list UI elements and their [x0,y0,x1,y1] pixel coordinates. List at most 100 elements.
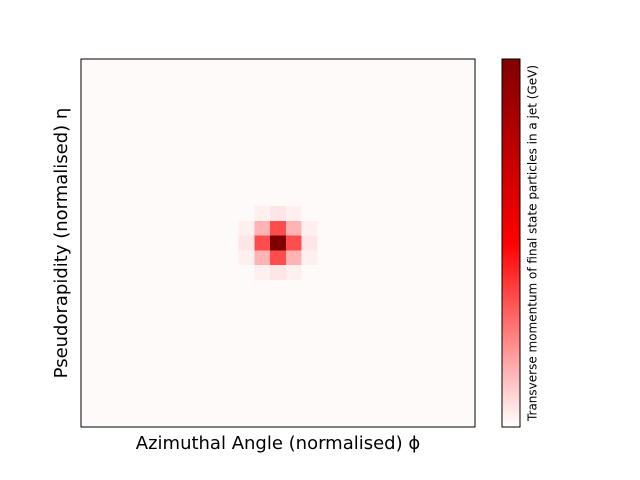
heatmap-cell [81,353,98,369]
heatmap-cell [411,265,429,281]
heatmap-cell [270,294,287,310]
heatmap-cell [144,250,161,266]
heatmap-cell [333,382,350,398]
heatmap-cell [364,397,381,413]
heatmap-cell [191,265,208,281]
heatmap-cell [159,59,176,75]
heatmap-cell [254,309,271,325]
heatmap-cell [380,176,397,192]
heatmap-cell [238,382,255,398]
heatmap-cell [207,235,224,251]
heatmap-cell [443,353,460,369]
heatmap-cell [427,59,444,75]
heatmap-cell [159,73,176,89]
heatmap-cell [285,265,302,281]
heatmap-cell [175,147,192,163]
heatmap-cell [81,206,98,222]
heatmap-cell [301,250,318,266]
heatmap-cell [207,206,224,222]
heatmap-cell [112,397,129,413]
heatmap-cell [333,279,350,295]
heatmap-cell [380,206,397,222]
heatmap-cell [222,73,239,89]
heatmap-cell [159,323,176,339]
heatmap-cell [270,191,287,207]
heatmap-cell [207,279,224,295]
heatmap-cell [364,250,381,266]
heatmap-cell [443,206,460,222]
heatmap-cell [301,235,318,251]
heatmap-cell [191,73,208,89]
heatmap-cell [364,309,381,325]
heatmap-cell [191,235,208,251]
heatmap-cell [254,265,271,281]
heatmap-cell [112,117,129,133]
heatmap-cell [81,235,98,251]
heatmap-cell [380,88,397,104]
heatmap-cell [191,323,208,339]
heatmap-cell [364,279,381,295]
heatmap-cell [270,309,287,325]
heatmap-cell [317,382,334,398]
heatmap-cell [427,206,444,222]
heatmap-cell [128,73,145,89]
heatmap-cell [380,353,397,369]
heatmap-cell [238,412,255,428]
heatmap-cell [238,117,255,133]
heatmap-cell [459,117,476,133]
heatmap-cell [348,88,365,104]
heatmap-cell [348,279,365,295]
heatmap-cell [159,132,176,148]
heatmap-cell [238,73,255,89]
heatmap-cell [333,412,350,428]
heatmap-cell [317,235,334,251]
heatmap-cell [112,250,129,266]
heatmap-cell [427,147,444,163]
heatmap-cell [159,265,176,281]
heatmap-cell [191,88,208,104]
heatmap-cell [191,103,208,119]
heatmap-cell [159,191,176,207]
heatmap-cell [222,88,239,104]
heatmap-cell [459,309,476,325]
heatmap-cell [317,220,334,236]
heatmap-cell [81,250,98,266]
heatmap-cell [364,117,381,133]
heatmap-cell [301,206,318,222]
heatmap-cell [364,368,381,384]
heatmap-cell [222,206,239,222]
heatmap-cell [285,147,302,163]
heatmap-cell [207,59,224,75]
heatmap-cell [191,309,208,325]
heatmap-cell [191,220,208,236]
heatmap-cell [459,323,476,339]
heatmap-cell [396,176,413,192]
heatmap-cell [81,191,98,207]
heatmap-cell [222,353,239,369]
heatmap-cell [222,147,239,163]
heatmap-cell [317,59,334,75]
heatmap-cell [270,279,287,295]
heatmap-cell [96,235,113,251]
heatmap-cell [364,323,381,339]
heatmap-cell [317,162,334,178]
heatmap-cell [459,368,476,384]
heatmap-cell [254,191,271,207]
heatmap-cell [364,220,381,236]
heatmap-cell [96,147,113,163]
heatmap-cell [144,162,161,178]
heatmap-cell [301,220,318,236]
heatmap-cell [222,368,239,384]
heatmap-cell [144,323,161,339]
heatmap-cell [144,294,161,310]
heatmap-cell [443,117,460,133]
heatmap-cell [81,103,98,119]
heatmap-cell [175,323,192,339]
heatmap-cell [285,279,302,295]
heatmap-cell [128,147,145,163]
heatmap-cell [411,250,429,266]
heatmap-cell [443,250,460,266]
heatmap-cell [238,368,255,384]
heatmap-cell [175,206,192,222]
heatmap-cell [301,382,318,398]
